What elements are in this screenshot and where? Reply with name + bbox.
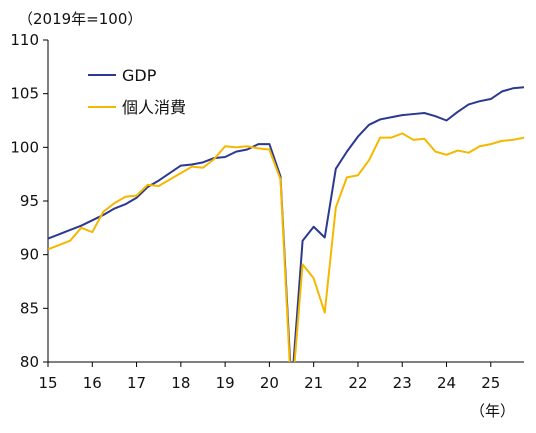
- x-tick-label: 25: [481, 374, 500, 392]
- y-tick-label: 105: [10, 85, 39, 103]
- x-tick-label: 20: [260, 374, 279, 392]
- x-tick-label: 18: [171, 374, 190, 392]
- y-tick-label: 110: [10, 31, 39, 49]
- x-axis-ticks: 15 16 17 18 19 20 21 22 23 24 25: [38, 362, 500, 392]
- x-tick-label: 21: [304, 374, 323, 392]
- legend-label-gdp: GDP: [122, 66, 157, 85]
- x-tick-label: 23: [393, 374, 412, 392]
- x-tick-label: 19: [216, 374, 235, 392]
- x-unit-label: （年）: [470, 402, 515, 420]
- series-lines: [48, 86, 524, 362]
- y-tick-label: 90: [20, 246, 39, 264]
- x-tick-label: 17: [127, 374, 146, 392]
- y-unit-label: （2019年=100）: [18, 10, 142, 28]
- y-tick-label: 85: [20, 299, 39, 317]
- series-line-gdp: [48, 86, 524, 362]
- x-tick-label: 22: [348, 374, 367, 392]
- y-tick-label: 100: [10, 138, 39, 156]
- series-line-consumption: [48, 132, 524, 362]
- y-tick-label: 95: [20, 192, 39, 210]
- legend: GDP 個人消費: [88, 66, 186, 117]
- x-tick-label: 24: [437, 374, 456, 392]
- legend-label-consumption: 個人消費: [122, 98, 186, 117]
- x-tick-label: 16: [83, 374, 102, 392]
- y-tick-label: 80: [20, 353, 39, 371]
- x-tick-label: 15: [38, 374, 57, 392]
- y-axis-ticks: 80 85 90 95 100 105 110: [10, 31, 48, 371]
